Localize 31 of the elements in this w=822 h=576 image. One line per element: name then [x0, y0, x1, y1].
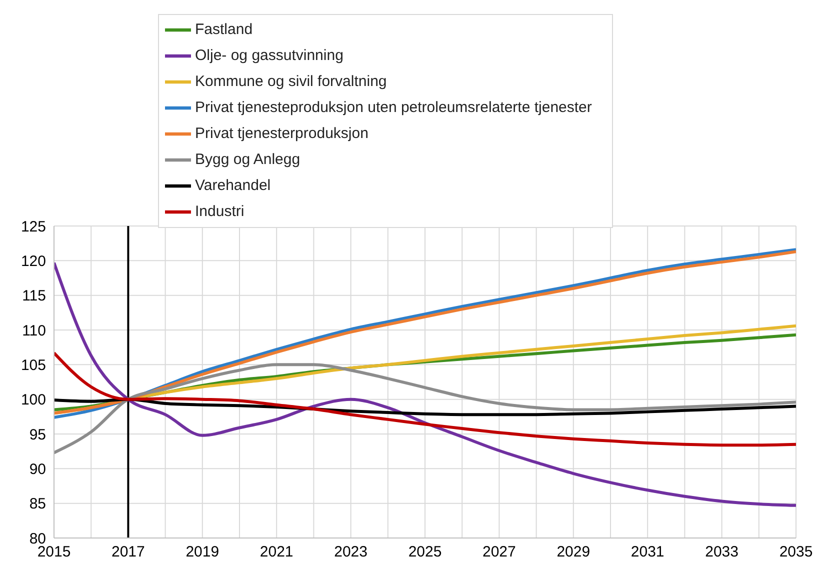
y-tick-label: 125 — [20, 218, 46, 236]
line-series — [54, 261, 796, 507]
x-tick-label: 2025 — [408, 544, 442, 561]
legend-label: Olje- og gassutvinning — [195, 46, 344, 64]
x-tick-label: 2031 — [630, 544, 664, 561]
x-tick-label: 2019 — [186, 544, 220, 561]
legend-label: Varehandel — [195, 176, 271, 194]
legend-label: Privat tjenesterproduksjon — [195, 124, 368, 142]
x-tick-label: 2029 — [556, 544, 590, 561]
legend-label: Industri — [195, 202, 244, 220]
y-tick-label: 95 — [29, 426, 46, 444]
y-tick-label: 100 — [20, 392, 46, 409]
y-tick-label: 90 — [29, 460, 46, 478]
legend-label: Bygg og Anlegg — [195, 150, 300, 168]
y-tick-label: 110 — [22, 322, 46, 340]
x-tick-label: 2021 — [260, 544, 294, 561]
legend-label: Privat tjenesteproduksjon uten petroleumsrelaterte tjenester — [195, 98, 592, 116]
line-series — [54, 398, 796, 416]
x-tick-label: 2017 — [112, 544, 145, 561]
legend-label: Fastland — [195, 20, 253, 38]
line-series — [54, 363, 796, 454]
line-series — [54, 351, 796, 447]
y-tick-label: 105 — [20, 356, 46, 374]
x-tick-label: 2035 — [779, 544, 813, 561]
y-tick-label: 115 — [22, 288, 46, 305]
x-tick-label: 2023 — [334, 544, 368, 561]
y-tick-label: 120 — [20, 252, 46, 270]
x-tick-label: 2027 — [482, 544, 516, 561]
legend-label: Kommune og sivil forvaltning — [195, 72, 387, 90]
y-tick-label: 85 — [29, 496, 46, 513]
x-tick-label: 2033 — [705, 544, 738, 561]
